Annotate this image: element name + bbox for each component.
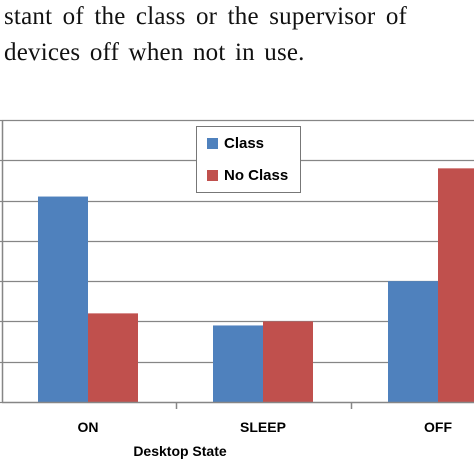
bars: [38, 168, 474, 402]
bar-off-no-class: [438, 168, 474, 402]
category-label-off: OFF: [424, 419, 452, 435]
legend-label-no-class: No Class: [224, 167, 288, 184]
legend-box: [196, 126, 301, 193]
bar-on-class: [38, 196, 88, 402]
category-label-sleep: SLEEP: [240, 419, 286, 435]
legend-label-class: Class: [224, 135, 264, 152]
axes: [0, 119, 474, 409]
bar-off-class: [388, 281, 438, 402]
bar-sleep-no-class: [263, 321, 313, 402]
category-labels: ON SLEEP OFF: [78, 419, 453, 435]
x-axis-title: Desktop State: [133, 443, 227, 459]
bar-sleep-class: [213, 325, 263, 402]
category-label-on: ON: [78, 419, 99, 435]
bar-on-no-class: [88, 313, 138, 402]
paragraph-line-1: stant of the class or the supervisor of: [4, 3, 408, 30]
paragraph-line-2: devices off when not in use.: [4, 39, 305, 66]
legend-swatch-no-class: [207, 170, 218, 181]
legend-swatch-class: [207, 138, 218, 149]
legend: Class No Class: [196, 126, 301, 193]
